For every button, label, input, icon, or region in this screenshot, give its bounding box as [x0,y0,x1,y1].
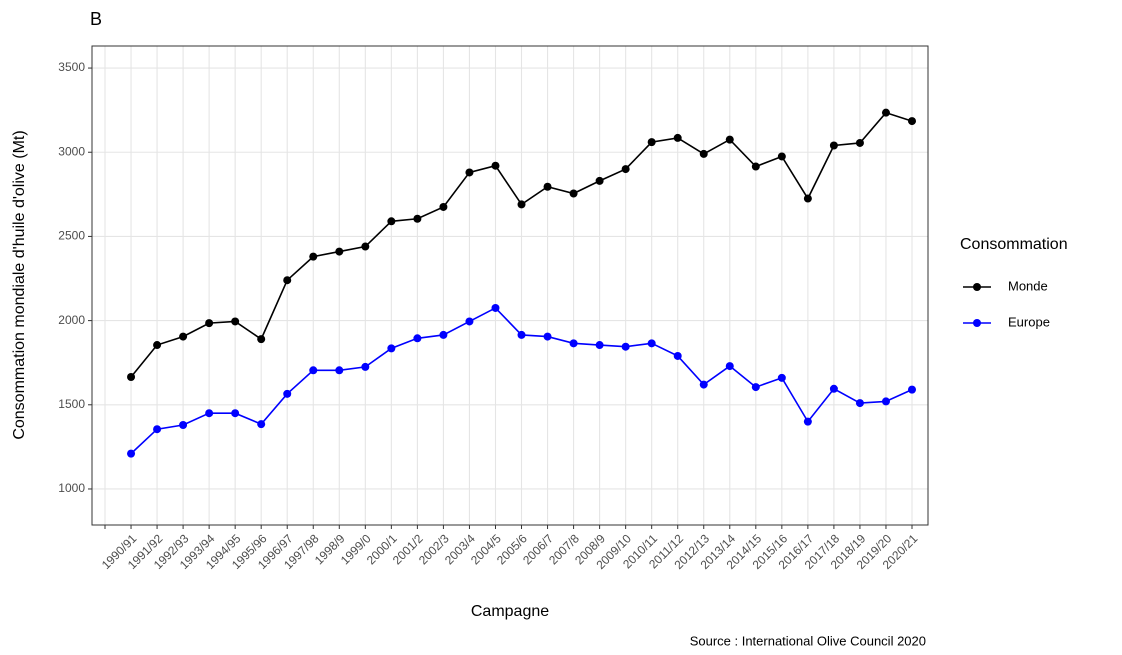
data-point [777,152,786,161]
data-point [231,409,240,418]
data-point [127,373,136,382]
data-point [465,168,474,177]
data-point [387,217,396,226]
legend-label: Europe [1008,314,1050,329]
data-point [153,425,162,434]
data-point [335,247,344,256]
data-point [803,194,812,203]
data-point [205,409,214,418]
legend-swatch-point [973,319,981,327]
data-point [491,161,500,170]
data-point [153,341,162,350]
data-point [673,351,682,360]
data-point [413,334,422,343]
y-tick-label: 2500 [58,229,85,243]
data-point [829,384,838,393]
data-point [621,342,630,351]
legend-swatch-point [973,283,981,291]
data-point [647,138,656,147]
legend-label: Monde [1008,278,1048,293]
y-tick-label: 2000 [58,313,85,327]
data-point [751,162,760,171]
data-point [569,189,578,198]
data-point [179,332,188,341]
y-tick-label: 3000 [58,144,85,158]
data-point [309,366,318,375]
data-point [257,420,266,429]
y-tick-label: 1000 [58,481,85,495]
data-point [283,389,292,398]
data-point [517,200,526,209]
plot-background [92,46,928,525]
data-point [751,383,760,392]
data-point [257,335,266,344]
data-point [283,276,292,285]
data-point [413,214,422,223]
data-point [543,332,552,341]
data-point [439,330,448,339]
data-point [699,380,708,389]
data-point [621,165,630,174]
data-point [543,182,552,191]
data-point [829,141,838,150]
data-point [777,373,786,382]
data-point [855,399,864,408]
data-point [855,138,864,147]
chart-title: B [90,9,102,29]
x-axis-label: Campagne [471,603,549,620]
y-axis-label: Consommation mondiale d'huile d'olive (M… [11,130,28,439]
legend-title: Consommation [960,236,1068,253]
data-point [179,420,188,429]
data-point [595,341,604,350]
data-point [908,385,916,394]
data-point [361,362,370,371]
source-note: Source : International Olive Council 202… [690,633,926,648]
data-point [205,319,214,328]
data-point [465,317,474,326]
data-point [127,449,136,458]
data-point [517,330,526,339]
plot-border [91,45,929,526]
data-point [309,252,318,261]
data-point [439,202,448,211]
data-point [361,242,370,251]
data-point [881,108,890,117]
data-point [881,397,890,406]
data-point [725,362,734,371]
data-point [647,339,656,348]
data-point [335,366,344,375]
y-tick-label: 1500 [58,397,85,411]
data-point [387,344,396,353]
data-point [673,133,682,142]
data-point [231,317,240,326]
data-point [595,176,604,185]
data-point [569,339,578,348]
data-point [699,149,708,158]
data-point [803,417,812,426]
data-point [908,117,916,126]
y-tick-label: 3500 [58,60,85,74]
data-point [491,303,500,312]
data-point [725,135,734,144]
